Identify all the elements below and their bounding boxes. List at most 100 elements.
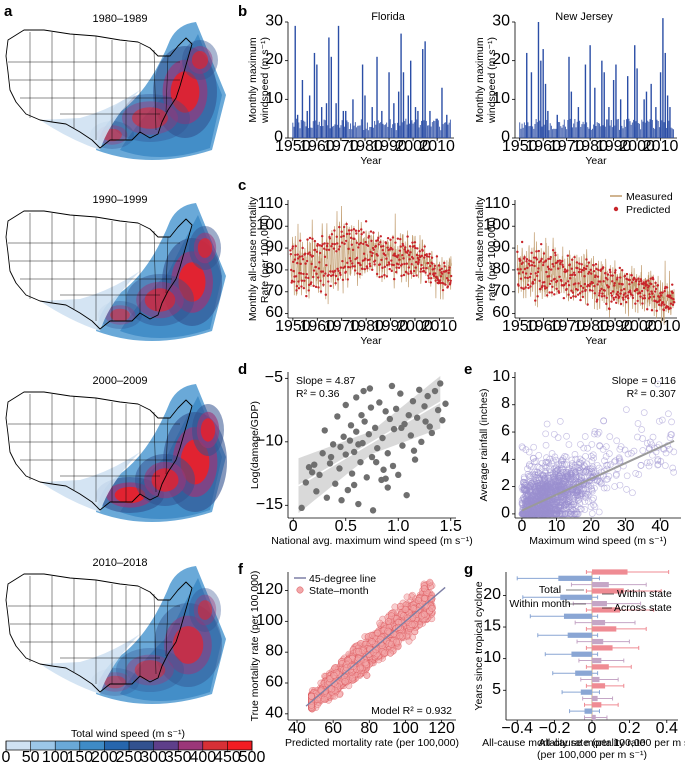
e-point: [603, 484, 611, 492]
e-point: [639, 447, 647, 454]
map-title-1980s: 1980–1989: [92, 13, 147, 25]
c-florida-predicted-point: [408, 245, 412, 248]
c-florida-predicted-point: [343, 242, 346, 245]
c-florida-predicted-point: [334, 281, 337, 285]
b-newjersey-minor-bar: [663, 122, 665, 138]
c-newjersey-predicted-point: [592, 269, 596, 273]
c-florida-predicted-point: [376, 254, 379, 257]
c-newjersey-predicted-point: [592, 264, 595, 267]
c-florida-predicted-point: [292, 269, 295, 273]
b-newjersey-xtick-label: 1950: [502, 138, 538, 155]
b-newjersey-minor-bar: [650, 124, 652, 138]
c-florida-predicted-point: [408, 258, 411, 261]
b-florida-minor-bar: [422, 126, 424, 138]
c-florida-predicted-point: [407, 266, 411, 269]
c-florida-predicted-point: [292, 260, 295, 264]
b-newjersey-minor-bar: [566, 129, 568, 138]
c-newjersey-axes: 1950196019701980199020002010607080901001…: [474, 191, 681, 347]
c-florida-predicted-point: [294, 275, 298, 278]
b-newjersey-minor-bar: [660, 126, 662, 138]
c-florida-predicted-point: [348, 257, 352, 260]
c-newjersey-predicted-point: [631, 296, 635, 300]
b-florida-minor-bar: [383, 125, 385, 138]
b-newjersey-minor-bar: [623, 119, 625, 138]
b-florida-xtick-label: 1980: [347, 138, 383, 155]
c-newjersey-predicted-point: [610, 300, 613, 303]
b-florida-minor-bar: [292, 122, 294, 138]
b-florida-minor-bar: [435, 118, 437, 138]
c-newjersey-predicted-point: [624, 295, 627, 299]
map-wind-band: [116, 648, 184, 692]
b-newjersey-title: New Jersey: [555, 11, 613, 23]
c-newjersey-predicted-point: [568, 277, 572, 280]
b-florida-ylabel: windspeed (m s⁻¹): [259, 37, 271, 124]
b-florida-minor-bar: [340, 125, 342, 138]
c-newjersey-predicted-point: [532, 256, 536, 259]
e-point: [518, 501, 526, 508]
b-florida-bar: [308, 95, 311, 138]
c-newjersey-predicted-point: [528, 259, 531, 262]
b-florida-minor-bar: [392, 124, 394, 138]
d-point: [365, 431, 373, 438]
map-wind-band: [104, 305, 136, 325]
c-florida-predicted-point: [386, 246, 389, 249]
c-florida-predicted-point: [357, 246, 360, 249]
c-newjersey-predicted-point: [536, 295, 539, 298]
c-newjersey-predicted-point: [553, 293, 556, 296]
b-newjersey-minor-bar: [655, 127, 657, 138]
e-point: [649, 451, 656, 459]
c-newjersey-predicted-point: [561, 263, 564, 267]
c-florida-predicted-point: [340, 230, 343, 233]
wind-maps: [4, 21, 227, 708]
c-newjersey-predicted-point: [622, 293, 625, 297]
map-wind-core: [178, 262, 206, 302]
colorbar-tick-label: 100: [42, 749, 69, 765]
d-point: [410, 447, 418, 454]
c-florida-predicted-point: [305, 273, 308, 276]
e-point: [546, 455, 554, 463]
c-florida-predicted-point: [317, 286, 320, 289]
b-florida-minor-bar: [412, 123, 414, 138]
c-florida-predicted-point: [351, 262, 354, 265]
e-point: [572, 463, 579, 471]
c-legend-predicted-swatch: [613, 206, 619, 212]
c-newjersey-predicted-point: [638, 280, 641, 283]
c-florida-predicted-point: [364, 257, 367, 260]
c-newjersey-predicted-point: [651, 292, 654, 295]
b-florida-minor-bar: [374, 120, 376, 138]
c-newjersey-predicted-point: [528, 275, 532, 279]
c-newjersey-predicted-point: [562, 296, 566, 300]
b-florida-ytick-label: 0: [274, 129, 283, 146]
e-point: [545, 478, 553, 486]
d-point: [434, 406, 442, 414]
e-point: [562, 510, 570, 518]
e-point: [559, 457, 566, 464]
b-florida-minor-bar: [318, 121, 320, 138]
b-newjersey-minor-bar: [606, 119, 608, 138]
map-title-2000s: 2000–2009: [92, 375, 147, 387]
c-newjersey-predicted-point: [530, 264, 534, 267]
c-newjersey-predicted-point: [601, 266, 605, 269]
b-florida-minor-bar: [350, 123, 352, 138]
f-ytick-label: 100: [256, 612, 283, 629]
b-newjersey-minor-bar: [647, 120, 649, 138]
c-newjersey-predicted-point: [566, 254, 570, 257]
map-state-line: [153, 593, 157, 675]
b-florida-minor-bar: [406, 124, 408, 138]
b-newjersey-bar: [659, 72, 662, 138]
b-florida-minor-bar: [384, 124, 386, 138]
c-newjersey-predicted-point: [637, 277, 640, 280]
c-newjersey-predicted-point: [669, 302, 673, 305]
e-point: [555, 478, 563, 485]
map-wind-low: [40, 452, 140, 512]
f-ytick-label: 60: [265, 674, 283, 691]
b-newjersey-minor-bar: [662, 121, 664, 138]
c-florida-predicted-point: [315, 250, 319, 253]
b-newjersey-minor-bar: [627, 121, 629, 138]
c-florida-predicted-point: [377, 236, 380, 240]
c-newjersey-predicted-point: [636, 288, 639, 292]
c-newjersey-predicted-point: [578, 268, 581, 271]
b-florida-bar: [417, 110, 419, 138]
c-newjersey-predicted-point: [663, 303, 666, 306]
d-point: [424, 392, 431, 400]
